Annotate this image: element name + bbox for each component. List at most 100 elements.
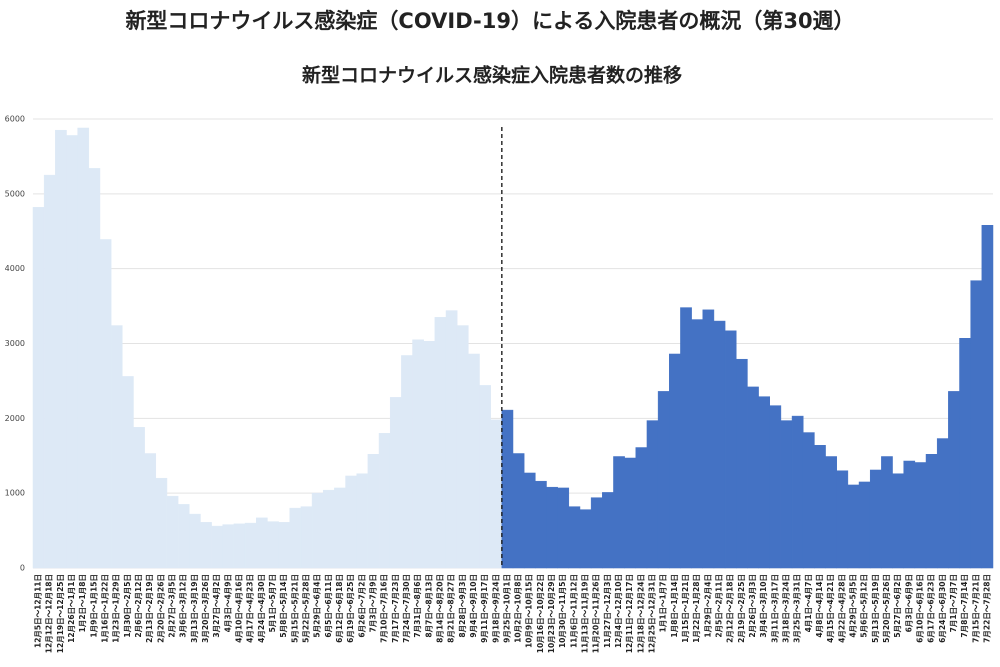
bar [780,420,793,569]
y-tick-label: 1000 [5,489,25,498]
bar [367,454,380,569]
bar [557,487,570,569]
x-tick-label: 2月27日～3月5日 [168,574,177,638]
x-tick-label: 9月25日～10月1日 [502,574,511,643]
bar [802,432,815,569]
x-tick-label: 8月14日～8月20日 [435,574,444,643]
bar [334,487,346,569]
y-tick-label: 3000 [5,339,25,348]
x-tick-label: 7月24日～7月30日 [402,574,411,643]
bar [345,475,357,569]
x-tick-label: 5月20日～5月26日 [882,574,891,643]
bar [691,319,704,569]
x-tick-label: 1月8日～1月14日 [670,574,679,638]
bar [189,513,201,569]
bar [523,472,536,569]
bar [122,376,134,569]
bar [903,460,916,569]
bar [322,489,335,569]
bar [736,358,748,569]
bar [311,492,324,569]
bar [702,309,715,569]
bar [356,473,369,569]
y-tick-label: 0 [20,564,25,573]
chart-subtitle: 新型コロナウイルス感染症入院患者数の推移 [302,64,682,87]
x-tick-label: 5月27日～6月2日 [893,574,902,638]
x-tick-label: 3月4日～3月10日 [759,574,768,638]
y-tick-label: 5000 [5,189,25,198]
x-tick-label: 10月2日～10月8日 [514,574,523,643]
x-tick-label: 2月5日～2月11日 [715,574,724,638]
bar [881,456,893,569]
x-tick-label: 10月9日～10月15日 [525,574,534,648]
bar [680,307,692,569]
x-tick-label: 2月6日～2月12日 [134,574,143,638]
x-tick-label: 3月25日～3月31日 [793,574,802,643]
x-tick-label: 1月15日～1月21日 [681,574,690,643]
bar [814,445,826,569]
bar [77,127,90,569]
bar [646,420,659,569]
bar [256,517,268,569]
bar [155,477,168,569]
bar [758,396,770,569]
bar [289,507,302,569]
x-tick-label: 11月20日～11月26日 [592,574,601,653]
x-tick-label: 6月3日～6月9日 [904,574,913,632]
bar [445,310,458,569]
x-tick-label: 7月17日～7月23日 [391,574,400,643]
x-tick-label: 5月13日～5月19日 [871,574,880,643]
bar [512,453,525,569]
bar [791,415,804,569]
x-tick-label: 3月11日～3月17日 [770,574,779,643]
x-tick-label: 12月4日～12月10日 [614,574,623,648]
bar [624,457,637,569]
bar [222,524,235,569]
bar [747,386,759,569]
bar [133,427,145,569]
bar [110,325,123,569]
x-tick-label: 10月23日～10月29日 [547,574,556,653]
x-tick-label: 3月6日～3月12日 [179,574,188,638]
x-tick-label: 7月22日～7月28日 [982,574,991,643]
x-tick-label: 2月12日～2月18日 [726,574,735,643]
bar [412,339,424,569]
x-tick-label: 1月23日～1月29日 [112,574,121,643]
x-tick-label: 12月18日～12月24日 [636,574,645,653]
x-tick-label: 1月30日～2月5日 [123,574,132,638]
x-tick-label: 3月20日～3月26日 [201,574,210,643]
bar [211,525,224,569]
bar [456,325,469,569]
x-tick-label: 4月3日～4月9日 [223,574,232,632]
x-tick-label: 6月10日～6月16日 [915,574,924,643]
y-tick-label: 2000 [5,414,25,423]
x-tick-label: 8月28日～9月3日 [458,574,467,638]
bar [936,438,949,569]
bar [535,480,547,569]
x-tick-label: 4月8日～4月14日 [815,574,824,638]
bar [948,391,960,569]
bar [847,484,860,569]
x-tick-label: 10月30日～11月5日 [558,574,567,648]
bar [300,506,313,569]
bar [401,355,413,569]
x-tick-label: 1月29日～2月4日 [703,574,712,638]
x-tick-label: 12月25日～12月31日 [648,574,657,653]
bar [825,456,837,569]
x-tick-label: 1月1日～1月7日 [659,574,668,632]
bar [713,320,726,569]
bar [602,492,614,569]
bar [233,523,246,569]
bar [970,280,983,569]
x-tick-label: 5月1日～5月7日 [268,574,277,632]
bar [568,506,581,569]
x-tick-label: 1月9日～1月15日 [89,574,98,638]
x-tick-label: 8月7日～8月13日 [424,574,433,638]
x-tick-label: 4月24日～4月30日 [257,574,266,643]
bar [267,521,279,569]
x-tick-label: 12月26日～1月1日 [67,574,76,643]
x-tick-label: 6月5日～6月11日 [324,574,333,638]
bar [959,338,971,569]
x-tick-label: 7月10日～7月16日 [380,574,389,643]
bar [613,456,625,569]
